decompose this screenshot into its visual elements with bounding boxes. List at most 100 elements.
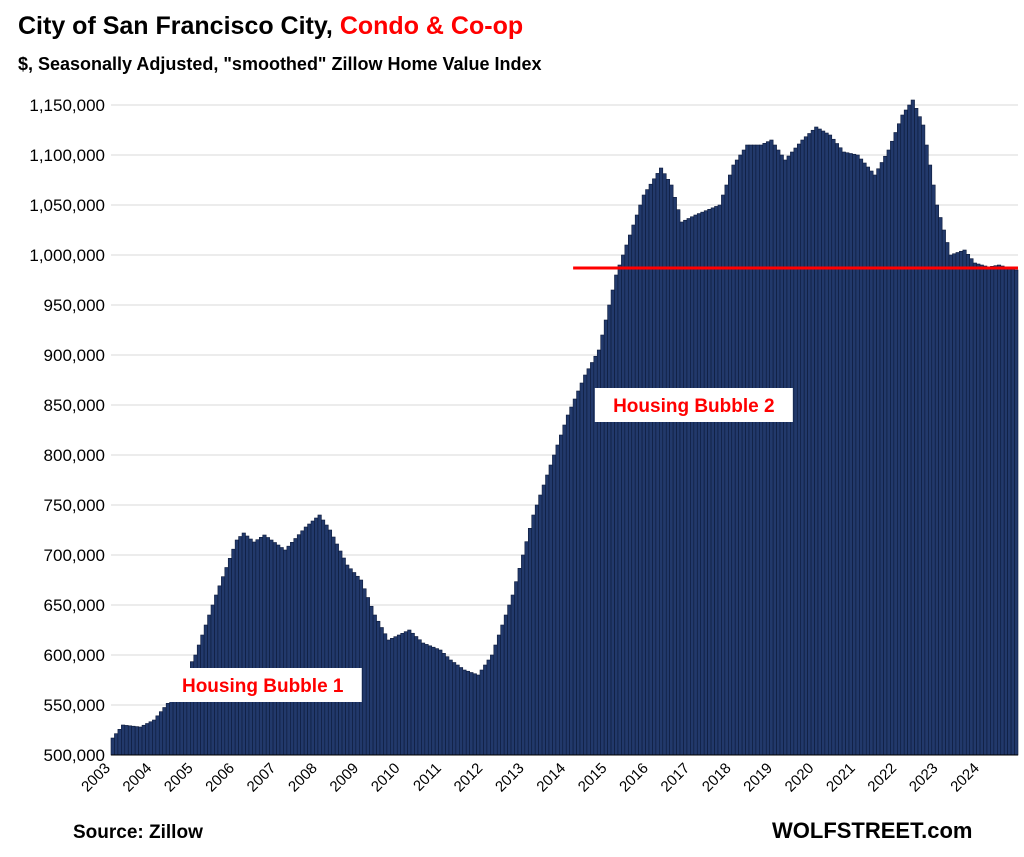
bar [414,636,419,756]
annotation-box [163,668,362,702]
bar [272,542,277,756]
bar [738,154,743,756]
bar [369,605,374,756]
y-tick-label: 1,050,000 [29,196,105,215]
bar [965,254,971,756]
bar [469,672,474,756]
bar [459,667,464,756]
bar [510,594,515,756]
bar [921,124,926,756]
y-tick-label: 700,000 [44,546,105,565]
bar [883,155,888,756]
bar [252,541,257,756]
bar [1010,268,1015,756]
bar [262,534,267,756]
bar-series [110,99,1019,756]
bar [376,620,381,756]
bar [317,514,322,756]
bar [483,664,488,756]
bar [514,581,519,756]
bar [345,564,350,756]
bar [900,114,905,756]
bar [814,126,819,756]
bar [248,538,253,756]
bar [634,214,639,756]
bar [665,179,670,756]
bar [983,265,988,756]
bar [614,274,619,756]
brand-label: WOLFSTREET.com [772,818,973,843]
bar [679,221,684,756]
bar [890,140,895,756]
x-tick-label: 2015 [575,760,611,796]
bar [307,523,312,756]
bar [548,464,553,756]
x-tick-label: 2017 [658,760,694,796]
bar [910,99,915,756]
bar [538,494,543,756]
bar [121,724,126,756]
bar [714,206,719,756]
chart-title-accent: Condo & Co-op [339,12,524,40]
y-tick-label: 800,000 [44,446,105,465]
bar [231,548,236,756]
bar [245,535,250,756]
bar [896,123,902,756]
bar [776,149,781,756]
bar [669,184,674,756]
x-tick-label: 2021 [823,760,859,796]
bar [817,128,822,756]
y-tick-label: 600,000 [44,646,105,665]
bar [403,631,408,756]
bar [234,539,239,756]
bar [503,614,508,756]
bar [686,218,691,756]
y-tick-label: 850,000 [44,396,105,415]
bar [324,524,329,756]
y-tick-label: 1,100,000 [29,146,105,165]
bar [238,536,243,756]
x-tick-label: 2014 [533,760,569,796]
bar [462,669,467,756]
bar [627,234,633,756]
bar [886,149,891,756]
bar [824,132,829,756]
bar [976,263,981,756]
bar [741,149,746,756]
bar [941,229,946,756]
x-axis-ticks: 2003 2004 2005 2006 2007 2008 2009 2010 2011 2012… [78,760,983,796]
annotations: Housing Bubble 1 Housing Bubble 2 [163,388,793,702]
bar [479,669,484,756]
bar [693,214,698,756]
bar [993,265,998,756]
bar [707,208,712,756]
bar [303,526,308,756]
bar [227,558,233,756]
bar [659,167,664,756]
x-tick-label: 2005 [161,760,197,796]
bar [131,725,136,756]
bar [441,653,446,756]
bar [765,141,771,756]
bar [1003,266,1008,756]
bar [700,211,705,756]
x-tick-label: 2023 [906,760,942,796]
annotation-label: Housing Bubble 1 [182,676,344,697]
bar [807,133,812,756]
bar [672,197,677,756]
bar [914,108,919,756]
bar [465,670,470,756]
bar [793,147,798,756]
bar [607,304,612,756]
bar [334,543,339,756]
bar [124,725,129,756]
bar [655,173,660,756]
x-tick-label: 2009 [327,760,363,796]
bar [748,144,753,756]
bar [269,539,274,756]
bar [859,158,864,756]
chart-title: City of San Francisco City, Condo & Co-o… [18,12,523,41]
bar [610,289,615,756]
y-axis-ticks: 500,000 550,000 600,000 650,000 700,000 750,0… [29,96,105,765]
bar [362,588,367,756]
